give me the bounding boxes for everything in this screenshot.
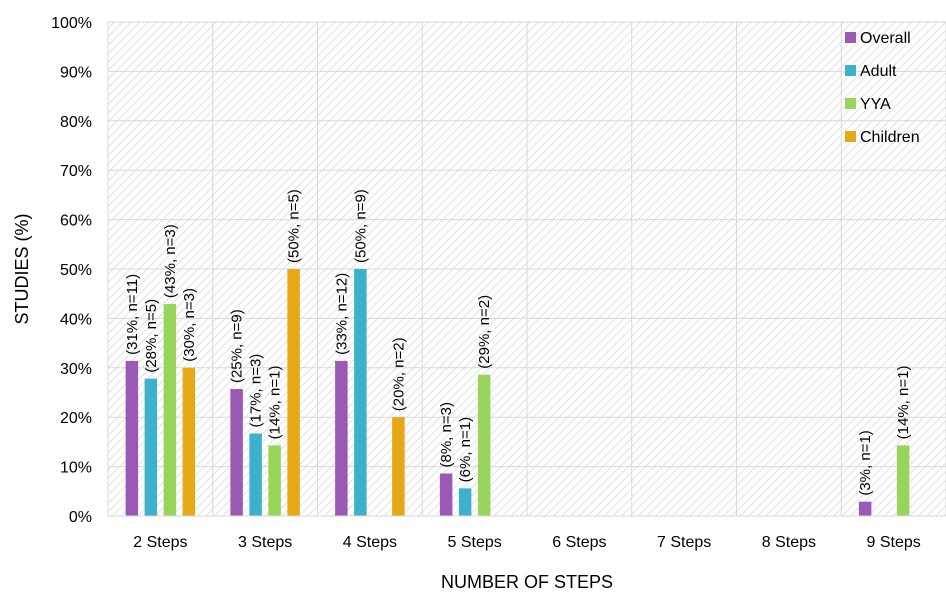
x-tick-label: 7 Steps bbox=[657, 534, 711, 551]
x-tick-label: 9 Steps bbox=[866, 534, 920, 551]
y-tick-label: 10% bbox=[60, 460, 92, 477]
data-label: (43%, n=3) bbox=[162, 224, 179, 298]
bar-yya bbox=[268, 445, 281, 516]
data-label: (25%, n=9) bbox=[229, 309, 246, 383]
data-label: (20%, n=2) bbox=[390, 337, 407, 411]
bars bbox=[125, 269, 910, 516]
bar-overall bbox=[125, 360, 139, 516]
data-label: (8%, n=3) bbox=[438, 402, 455, 467]
y-tick-label: 0% bbox=[69, 509, 92, 526]
legend-swatch-children bbox=[845, 131, 856, 142]
data-label: (14%, n=1) bbox=[267, 366, 284, 440]
data-label: (29%, n=2) bbox=[476, 295, 493, 369]
bar-overall bbox=[439, 473, 453, 516]
bar-yya bbox=[163, 304, 177, 516]
gridlines bbox=[107, 21, 946, 517]
bar-children bbox=[392, 417, 405, 516]
data-label: (30%, n=3) bbox=[181, 288, 198, 362]
x-tick-label: 2 Steps bbox=[133, 534, 187, 551]
data-label: (50%, n=5) bbox=[286, 189, 303, 263]
data-label: (33%, n=12) bbox=[333, 273, 350, 355]
x-tick-label: 6 Steps bbox=[552, 534, 606, 551]
legend-label: Adult bbox=[860, 63, 897, 80]
legend-label: Children bbox=[860, 129, 920, 146]
bar-children bbox=[287, 269, 300, 516]
legend-swatch-yya bbox=[845, 98, 856, 109]
data-label: (50%, n=9) bbox=[352, 189, 369, 263]
y-tick-label: 30% bbox=[60, 361, 92, 378]
bar-overall bbox=[335, 360, 348, 516]
y-tick-label: 60% bbox=[60, 213, 92, 230]
bar-overall bbox=[230, 389, 243, 516]
bar-overall bbox=[858, 501, 872, 516]
data-label: (14%, n=1) bbox=[895, 366, 912, 440]
x-tick-label: 4 Steps bbox=[343, 534, 397, 551]
bar-adult bbox=[144, 378, 158, 516]
legend-label: YYA bbox=[860, 96, 891, 113]
data-label: (6%, n=1) bbox=[457, 417, 474, 482]
legend-swatch-adult bbox=[845, 65, 856, 76]
data-label: (3%, n=1) bbox=[857, 430, 874, 495]
y-tick-label: 70% bbox=[60, 163, 92, 180]
data-label: (28%, n=5) bbox=[143, 299, 160, 373]
data-label: (17%, n=3) bbox=[248, 354, 265, 428]
y-tick-label: 100% bbox=[51, 15, 92, 32]
bar-yya bbox=[477, 374, 491, 516]
legend: Overall Adult YYA Children bbox=[845, 30, 920, 146]
bar-adult bbox=[354, 269, 367, 516]
data-labels: (31%, n=11) (25%, n=9) (33%, n=12) (8%, n=3… bbox=[124, 189, 912, 495]
legend-swatch-overall bbox=[845, 32, 856, 43]
y-tick-label: 50% bbox=[60, 262, 92, 279]
x-tick-label: 3 Steps bbox=[238, 534, 292, 551]
bar-yya bbox=[896, 445, 910, 516]
x-axis: 2 Steps 3 Steps 4 Steps 5 Steps 6 Steps 7 Ste… bbox=[108, 515, 946, 551]
y-axis: 0% 10% 20% 30% 40% 50% 60% 70% 80% 90% 100% bbox=[51, 15, 92, 526]
y-tick-label: 90% bbox=[60, 64, 92, 81]
x-tick-label: 8 Steps bbox=[762, 534, 816, 551]
y-tick-label: 40% bbox=[60, 311, 92, 328]
y-tick-label: 80% bbox=[60, 114, 92, 131]
x-axis-title: NUMBER OF STEPS bbox=[441, 572, 613, 591]
bar-adult bbox=[458, 488, 472, 516]
y-axis-title: STUDIES (%) bbox=[12, 213, 32, 324]
bar-adult bbox=[249, 433, 262, 516]
bar-children bbox=[182, 367, 196, 516]
x-tick-label: 5 Steps bbox=[447, 534, 501, 551]
legend-label: Overall bbox=[860, 30, 911, 47]
y-tick-label: 20% bbox=[60, 410, 92, 427]
data-label: (31%, n=11) bbox=[124, 274, 141, 355]
